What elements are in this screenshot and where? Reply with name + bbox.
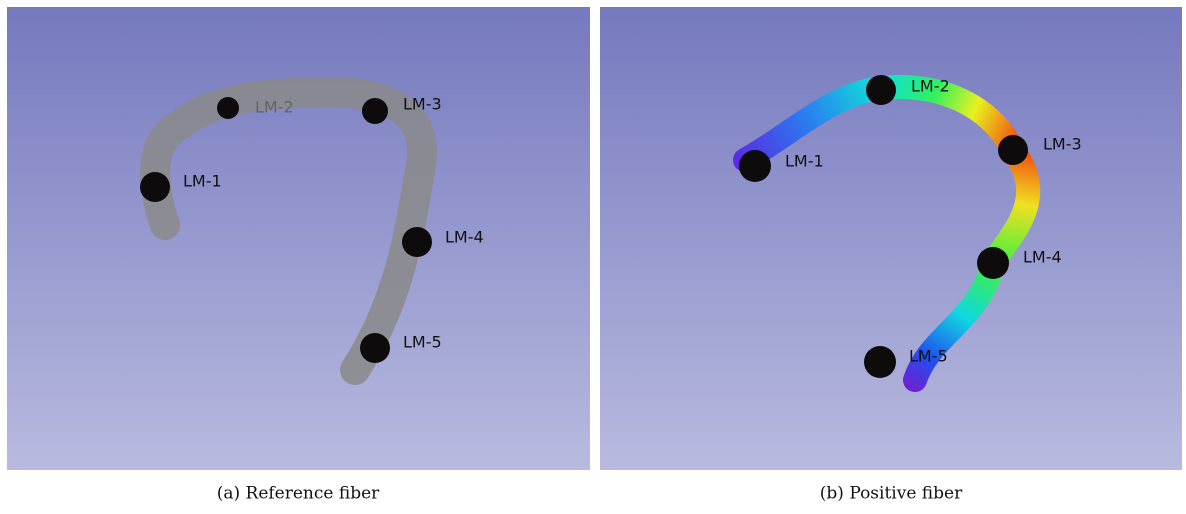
- landmark-label: LM-3: [1043, 135, 1082, 154]
- landmark: [402, 227, 432, 257]
- landmark-label: LM-1: [785, 152, 824, 171]
- landmark: [140, 172, 170, 202]
- landmark: [977, 247, 1009, 279]
- landmark-label: LM-2: [911, 77, 950, 96]
- landmark-label: LM-2: [255, 98, 294, 117]
- landmark-label: LM-1: [183, 172, 222, 191]
- landmark-label: LM-5: [909, 347, 948, 366]
- landmark-label: LM-4: [1023, 248, 1062, 267]
- caption: (a) Reference fiber: [217, 484, 380, 504]
- panel-a: LM-1 LM-2 LM-3 LM-4 LM-5 (a) Reference f…: [7, 7, 590, 504]
- landmark: [360, 333, 390, 363]
- caption: (b) Positive fiber: [820, 484, 963, 504]
- landmark-label: LM-5: [403, 333, 442, 352]
- landmark: [864, 346, 896, 378]
- landmark: [217, 97, 239, 119]
- landmark: [998, 135, 1028, 165]
- landmark-label: LM-4: [445, 228, 484, 247]
- landmark: [362, 98, 388, 124]
- landmark: [739, 150, 771, 182]
- panel-background: [7, 7, 590, 470]
- panel-b: LM-1 LM-2 LM-3 LM-4 LM-5 (b) Positive fi…: [600, 7, 1182, 504]
- landmark-label: LM-3: [403, 95, 442, 114]
- figure: LM-1 LM-2 LM-3 LM-4 LM-5 (a) Reference f…: [0, 0, 1186, 514]
- landmark: [866, 75, 896, 105]
